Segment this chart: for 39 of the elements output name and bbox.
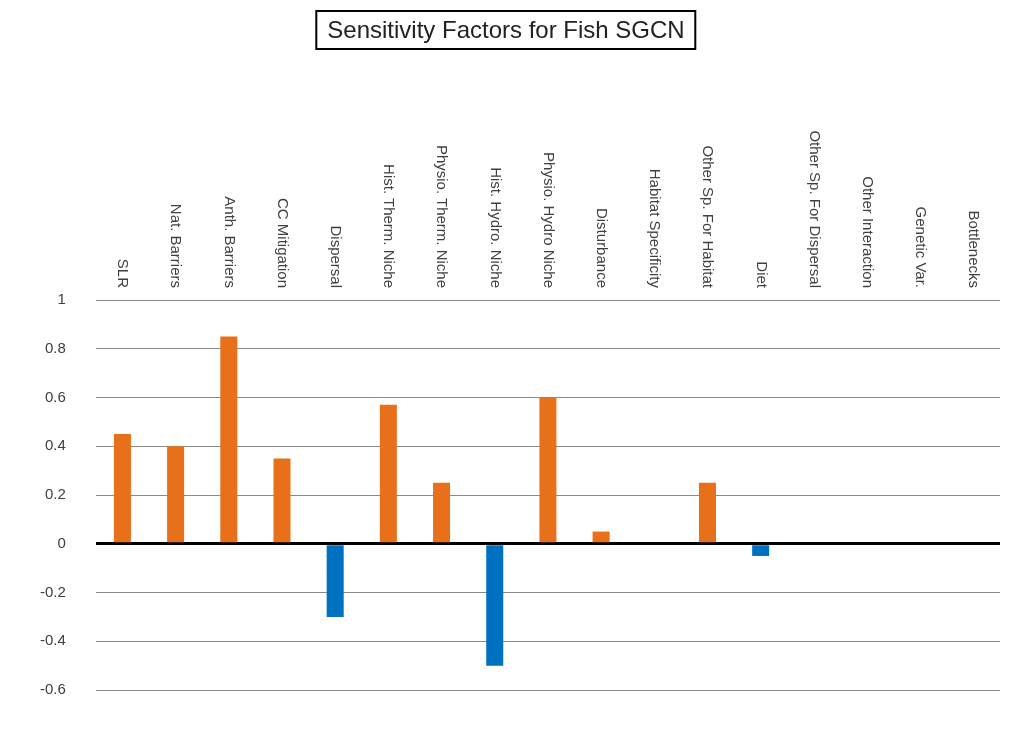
y-tick-label: 1 [57,290,66,308]
y-tick-label: -0.6 [39,680,66,698]
y-tick-label: -0.2 [39,582,66,600]
y-tick-label: 0.2 [44,485,66,503]
bar [433,482,451,543]
bar [273,458,291,543]
bar [220,336,238,543]
x-tick-label: Other Interaction [859,176,877,288]
bar [539,397,557,543]
x-tick-label: Dispersal [328,225,346,288]
x-tick-label: Habitat Specificity [647,168,665,289]
chart-title: Sensitivity Factors for Fish SGCN [315,10,697,50]
bar [698,482,716,543]
x-tick-label: Disturbance [593,207,611,288]
bar [113,434,131,543]
x-tick-label: Nat. Barriers [168,203,186,288]
y-tick-label: 0 [57,533,66,551]
x-tick-label: Physio. Hydro Niche [540,152,558,288]
x-tick-label: Physio. Therm. Niche [434,144,452,288]
y-tick-label: -0.4 [39,631,66,649]
x-tick-label: CC Mitigation [274,197,292,288]
x-tick-label: Hist. Hydro. Niche [487,167,505,288]
x-tick-label: Bottlenecks [966,210,984,288]
x-tick-label: SLR [115,258,133,289]
x-tick-label: Anth. Barriers [221,196,239,288]
bar [486,545,504,666]
bar [167,446,185,543]
y-tick-label: 0.8 [44,338,66,356]
x-tick-label: Other Sp. For Habitat [700,145,718,289]
x-tick-label: Genetic Var. [913,206,931,288]
bar [752,545,770,556]
x-tick-label: Other Sp. For Dispersal [806,130,824,288]
bar [379,404,397,543]
x-tick-label: Hist. Therm. Niche [381,164,399,288]
y-tick-label: 0.6 [44,387,66,405]
x-tick-label: Diet [753,261,771,289]
bar [326,545,344,617]
bar [592,531,610,543]
y-tick-label: 0.4 [44,436,66,454]
